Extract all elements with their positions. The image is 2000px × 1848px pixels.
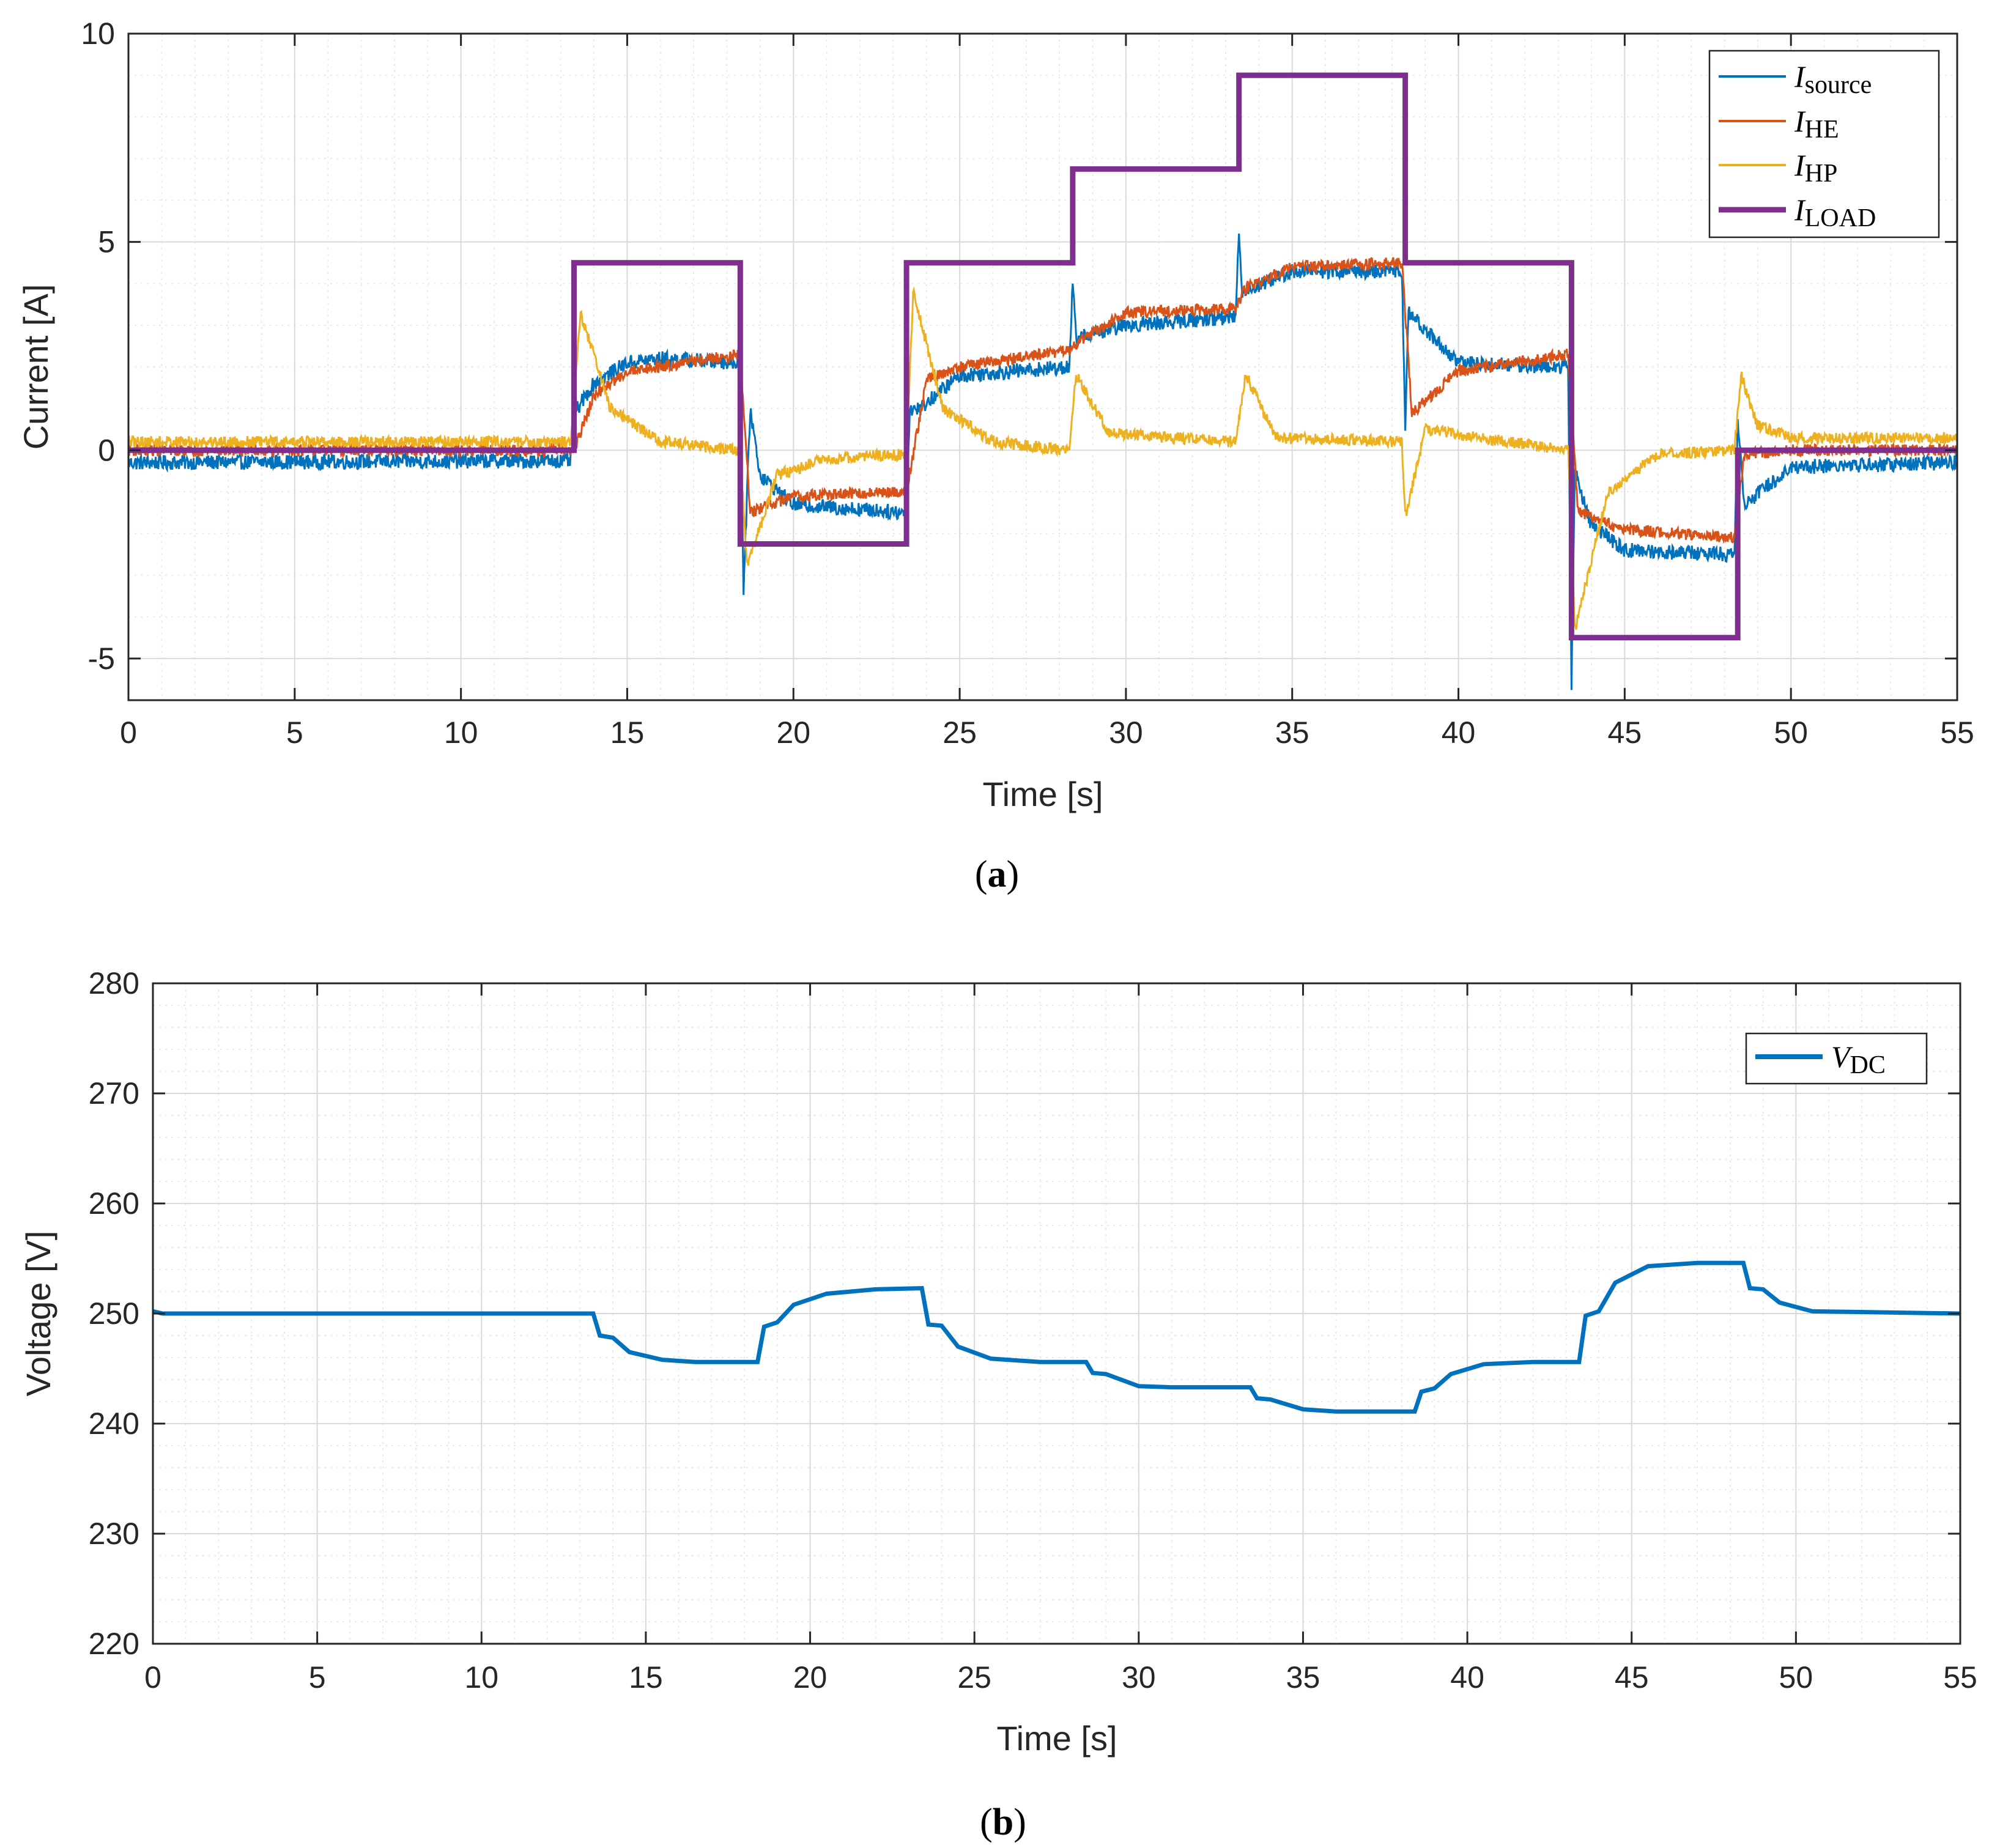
panel-a-caption: (a) [975, 854, 1019, 895]
x-tick-label: 50 [1779, 1660, 1813, 1695]
panel-b-caption: (b) [980, 1802, 1026, 1843]
panel-a-ticks: 0 5 10 15 20 25 30 35 40 45 50 55 -5 0 5 10 [81, 17, 1974, 750]
y-tick-label: 10 [81, 17, 115, 51]
x-tick-label: 0 [120, 715, 137, 750]
x-tick-label: 10 [444, 715, 478, 750]
panel-a-series [127, 72, 1958, 690]
legend-label-iload: ILOAD [1794, 193, 1876, 232]
y-tick-label: 250 [89, 1296, 139, 1331]
panel-a-x-axis-title: Time [s] [982, 775, 1103, 813]
panel-a-legend: Isource IHE IHP ILOAD [1708, 50, 1940, 238]
x-tick-label: 10 [464, 1660, 498, 1695]
panel-a-plot-area [127, 32, 1958, 701]
panel-b-ticks: 0 5 10 15 20 25 30 35 40 45 50 55 220 230 240 250 260 270… [89, 966, 1977, 1695]
x-tick-label: 55 [1943, 1660, 1977, 1695]
x-tick-label: 40 [1442, 715, 1476, 750]
x-tick-label: 20 [776, 715, 810, 750]
x-tick-label: 20 [793, 1660, 828, 1695]
y-tick-label: 270 [89, 1076, 139, 1111]
panel-a-legend-box [1708, 50, 1940, 238]
series-line-i-he [127, 257, 1958, 544]
y-tick-label: -5 [88, 641, 115, 676]
panel-b-y-axis-title: Voltage [V] [19, 1231, 57, 1397]
series-line-i-source [127, 233, 1958, 690]
legend-label-vdc: VDC [1831, 1040, 1886, 1079]
panel-b-series [152, 1260, 1961, 1414]
legend-label-isource: Isource [1794, 59, 1872, 99]
y-tick-label: 260 [89, 1186, 139, 1221]
x-tick-label: 40 [1450, 1660, 1484, 1695]
x-tick-label: 55 [1940, 715, 1974, 750]
x-tick-label: 35 [1286, 1660, 1320, 1695]
x-tick-label: 35 [1275, 715, 1309, 750]
x-tick-label: 15 [629, 1660, 663, 1695]
x-tick-label: 15 [610, 715, 645, 750]
x-tick-label: 25 [943, 715, 977, 750]
y-tick-label: 5 [98, 225, 115, 259]
x-tick-label: 30 [1109, 715, 1143, 750]
x-tick-label: 45 [1615, 1660, 1649, 1695]
legend-label-ihp: IHP [1794, 148, 1837, 188]
x-tick-label: 45 [1608, 715, 1642, 750]
y-tick-label: 0 [98, 433, 115, 467]
x-tick-label: 30 [1122, 1660, 1156, 1695]
panel-a-current-chart: 0 5 10 15 20 25 30 35 40 45 50 55 -5 0 5 10 Time [s] Cu… [17, 17, 1974, 895]
y-tick-label: 240 [89, 1406, 139, 1441]
x-tick-label: 25 [957, 1660, 991, 1695]
panel-b-x-axis-title: Time [s] [996, 1719, 1117, 1757]
y-tick-label: 220 [89, 1627, 139, 1661]
series-line-i-load [128, 72, 1957, 641]
panel-a-y-axis-title: Current [A] [17, 284, 55, 450]
panel-a-grid [128, 33, 1958, 700]
x-tick-label: 0 [144, 1660, 161, 1695]
y-tick-label: 280 [89, 966, 139, 1000]
x-tick-label: 5 [309, 1660, 326, 1695]
x-tick-label: 50 [1774, 715, 1808, 750]
x-tick-label: 5 [286, 715, 303, 750]
panel-b-legend: VDC [1745, 1032, 1928, 1085]
panel-b-voltage-chart: 0 5 10 15 20 25 30 35 40 45 50 55 220 230 240 250 260 270… [19, 966, 1977, 1843]
series-line-i-hp [127, 286, 1958, 630]
y-tick-label: 230 [89, 1517, 139, 1551]
series-line-v-dc [152, 1260, 1961, 1414]
legend-label-ihe: IHE [1794, 104, 1839, 144]
